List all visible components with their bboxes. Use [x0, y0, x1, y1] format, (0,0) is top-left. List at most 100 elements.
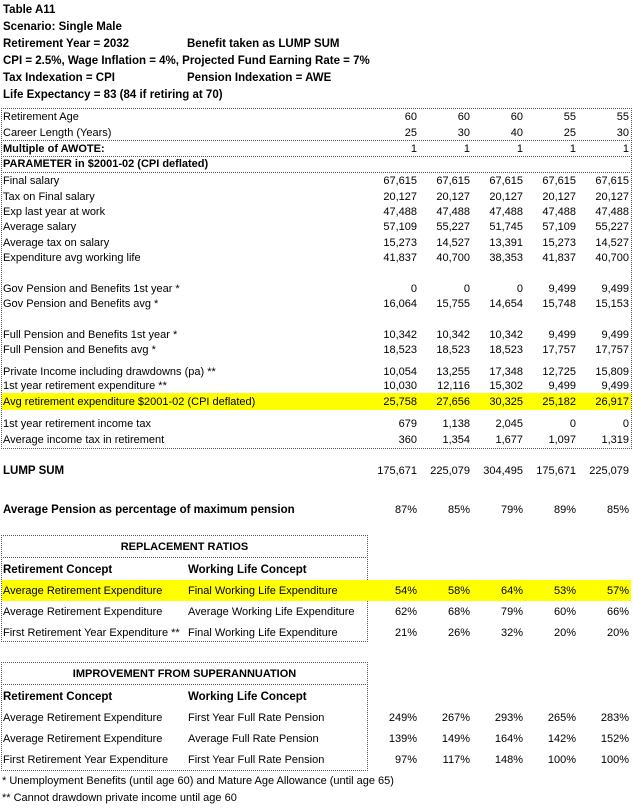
value-cell: 66% [606, 606, 629, 618]
table-title: Table A11 [3, 4, 56, 16]
value-cell: 2,045 [495, 418, 523, 430]
value-cell: 58% [447, 585, 470, 597]
value-cell: 55 [563, 111, 576, 123]
value-cell: 20,127 [542, 191, 576, 203]
divider [1, 557, 368, 558]
row-label: Private Income including drawdowns (pa) … [3, 366, 216, 378]
value-cell: 175,671 [536, 465, 576, 477]
value-cell: 85% [447, 504, 470, 516]
value-cell: 55,227 [595, 221, 629, 233]
lump-sum-label: LUMP SUM [3, 465, 65, 477]
row-label: Tax on Final salary [3, 191, 95, 203]
value-cell: 25,758 [383, 396, 417, 408]
value-cell: 1 [516, 143, 523, 155]
working-life-concept: Average Full Rate Pension [188, 733, 319, 745]
value-cell: 79% [500, 606, 523, 618]
row-label: Final salary [3, 175, 60, 187]
value-cell: 1 [463, 143, 470, 155]
value-cell: 60 [404, 111, 417, 123]
row-label: PARAMETER in $2001-02 (CPI deflated) [3, 158, 209, 170]
divider [1, 156, 632, 157]
value-cell: 79% [500, 504, 523, 516]
value-cell: 9,499 [548, 283, 576, 295]
value-cell: 142% [547, 733, 576, 745]
value-cell: 10,342 [489, 329, 523, 341]
row-label: 1st year retirement income tax [3, 418, 151, 430]
retirement-concept: Average Retirement Expenditure [3, 606, 163, 618]
value-cell: 17,757 [595, 344, 629, 356]
value-cell: 57,109 [383, 221, 417, 233]
life-expectancy: Life Expectancy = 83 (84 if retiring at … [3, 89, 223, 101]
value-cell: 15,302 [489, 380, 523, 392]
column-header: Working Life Concept [188, 691, 307, 703]
value-cell: 47,488 [436, 206, 470, 218]
value-cell: 14,654 [489, 298, 523, 310]
value-cell: 16,064 [383, 298, 417, 310]
value-cell: 67,615 [489, 175, 523, 187]
value-cell: 30 [457, 127, 470, 139]
value-cell: 26,917 [595, 396, 629, 408]
value-cell: 293% [494, 712, 523, 724]
value-cell: 265% [547, 712, 576, 724]
value-cell: 30,325 [489, 396, 523, 408]
row-label: Expenditure avg working life [3, 252, 141, 264]
working-life-concept: First Year Full Rate Pension [188, 754, 325, 766]
value-cell: 0 [410, 283, 417, 295]
value-cell: 20,127 [383, 191, 417, 203]
value-cell: 20,127 [436, 191, 470, 203]
value-cell: 17,757 [542, 344, 576, 356]
value-cell: 60 [457, 111, 470, 123]
value-cell: 152% [600, 733, 629, 745]
value-cell: 1 [410, 143, 417, 155]
row-label: Full Pension and Benefits avg * [3, 344, 156, 356]
value-cell: 60% [553, 606, 576, 618]
value-cell: 164% [494, 733, 523, 745]
value-cell: 40,700 [595, 252, 629, 264]
value-cell: 225,079 [589, 465, 629, 477]
row-label: Career Length (Years) [3, 127, 112, 139]
value-cell: 15,273 [542, 237, 576, 249]
value-cell: 148% [494, 754, 523, 766]
value-cell: 267% [441, 712, 470, 724]
value-cell: 283% [600, 712, 629, 724]
value-cell: 1 [622, 143, 629, 155]
value-cell: 64% [500, 585, 523, 597]
value-cell: 97% [394, 754, 417, 766]
value-cell: 67,615 [595, 175, 629, 187]
table-border [1, 108, 632, 449]
table-border [1, 662, 368, 771]
scenario: Scenario: Single Male [3, 21, 122, 33]
value-cell: 26% [447, 627, 470, 639]
divider [1, 172, 632, 173]
value-cell: 175,671 [377, 465, 417, 477]
working-life-concept: First Year Full Rate Pension [188, 712, 325, 724]
value-cell: 30 [616, 127, 629, 139]
row-label: Full Pension and Benefits 1st year * [3, 329, 178, 341]
value-cell: 47,488 [595, 206, 629, 218]
value-cell: 87% [394, 504, 417, 516]
value-cell: 0 [516, 283, 523, 295]
value-cell: 38,353 [489, 252, 523, 264]
value-cell: 62% [394, 606, 417, 618]
value-cell: 13,391 [489, 237, 523, 249]
retirement-year: Retirement Year = 2032 [3, 38, 130, 50]
value-cell: 12,116 [437, 380, 470, 392]
value-cell: 67,615 [436, 175, 470, 187]
value-cell: 15,748 [542, 298, 576, 310]
value-cell: 20,127 [489, 191, 523, 203]
assumptions: CPI = 2.5%, Wage Inflation = 4%, Project… [3, 55, 370, 67]
value-cell: 41,837 [542, 252, 576, 264]
value-cell: 14,527 [595, 237, 629, 249]
value-cell: 100% [547, 754, 576, 766]
value-cell: 25,182 [542, 396, 576, 408]
retirement-concept: Average Retirement Expenditure [3, 733, 163, 745]
value-cell: 1,354 [442, 434, 470, 446]
value-cell: 85% [606, 504, 629, 516]
value-cell: 47,488 [489, 206, 523, 218]
row-label: 1st year retirement expenditure ** [3, 380, 167, 392]
value-cell: 20% [606, 627, 629, 639]
value-cell: 9,499 [601, 380, 629, 392]
value-cell: 1,138 [442, 418, 470, 430]
value-cell: 17,348 [489, 366, 523, 378]
value-cell: 9,499 [548, 329, 576, 341]
